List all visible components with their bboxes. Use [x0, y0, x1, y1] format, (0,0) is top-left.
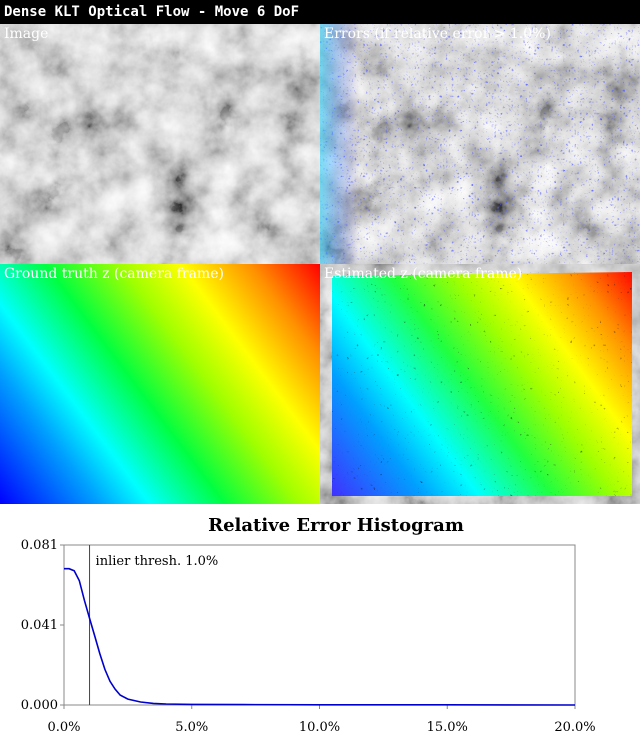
- y-tick-label: 0.081: [21, 538, 58, 553]
- y-tick-label: 0.000: [21, 698, 58, 713]
- window-title: Dense KLT Optical Flow - Move 6 DoF: [0, 0, 640, 24]
- x-tick-label: 5.0%: [175, 720, 208, 735]
- chart-title: Relative Error Histogram: [208, 515, 464, 536]
- x-tick-label: 0.0%: [47, 720, 80, 735]
- error-overlay-image: [320, 24, 640, 264]
- estimated-panel: Estimated z (camera frame): [320, 264, 640, 504]
- ground-truth-depth-map: [0, 264, 320, 504]
- threshold-annotation: inlier thresh. 1.0%: [96, 554, 219, 569]
- x-tick-label: 10.0%: [299, 720, 340, 735]
- image-panel-label: Image: [4, 26, 49, 42]
- errors-panel: Errors (if relative error > 1.0%): [320, 24, 640, 264]
- x-tick-label: 20.0%: [554, 720, 595, 735]
- relative-error-histogram: Relative Error Histogram 0.081 0.041 0.000…: [21, 515, 596, 735]
- plot-frame: [63, 544, 576, 706]
- x-tick-label: 15.0%: [427, 720, 468, 735]
- estimated-panel-label: Estimated z (camera frame): [324, 266, 523, 282]
- error-distribution-curve: [64, 567, 576, 706]
- ground-truth-panel-label: Ground truth z (camera frame): [4, 266, 224, 282]
- y-tick-label: 0.041: [21, 618, 58, 633]
- image-panel: Image: [0, 24, 320, 264]
- camera-image: [0, 24, 320, 264]
- ground-truth-panel: Ground truth z (camera frame): [0, 264, 320, 504]
- estimated-depth-map: [320, 264, 640, 504]
- errors-panel-label: Errors (if relative error > 1.0%): [324, 26, 551, 42]
